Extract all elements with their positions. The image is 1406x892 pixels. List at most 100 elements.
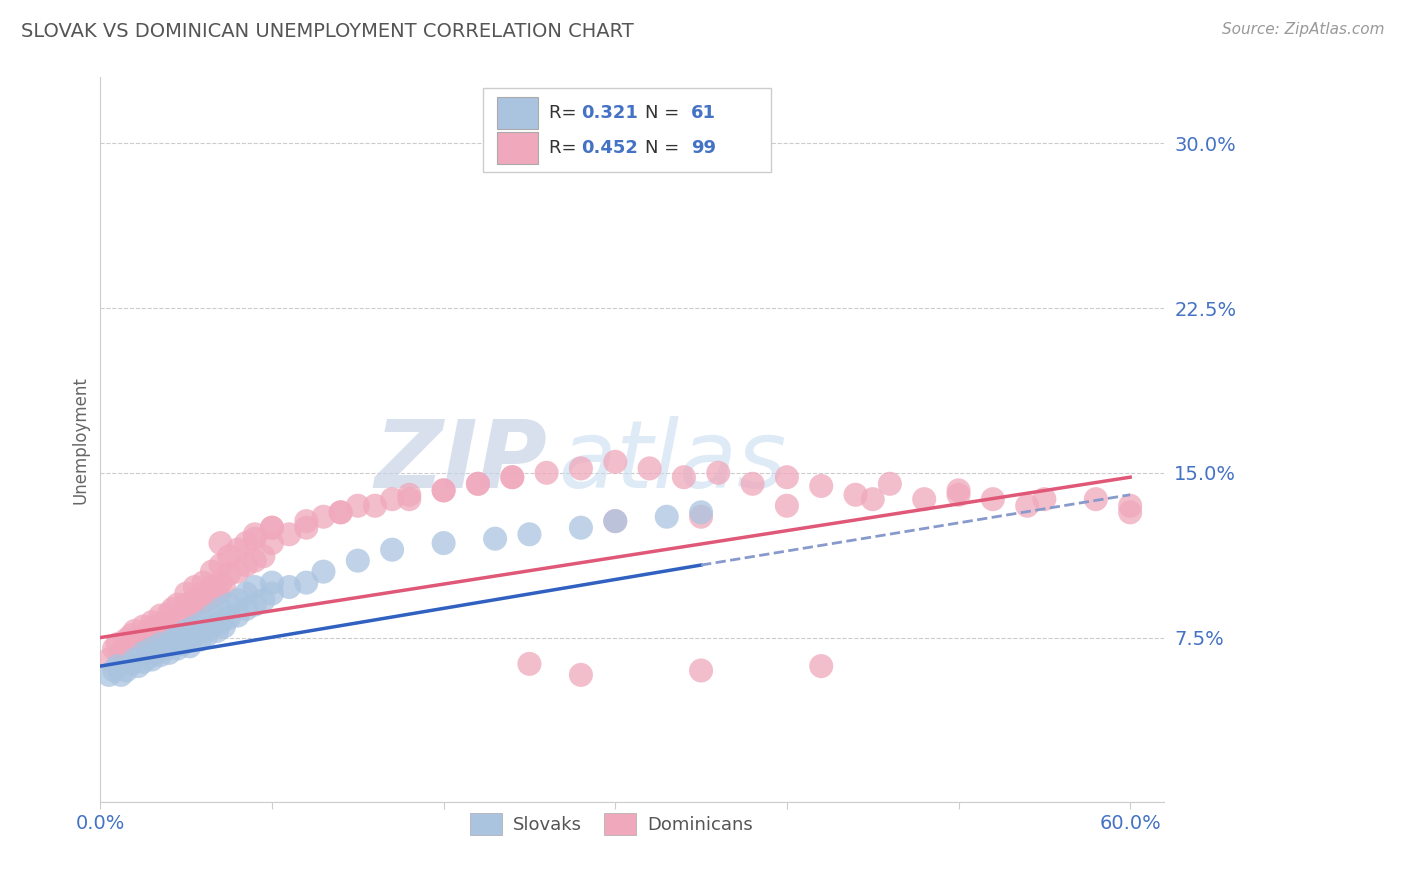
Text: Source: ZipAtlas.com: Source: ZipAtlas.com (1222, 22, 1385, 37)
Point (201, 619, 224, 633)
Point (110, 646, 132, 660)
Point (218, 549, 240, 564)
Point (381, 492, 404, 507)
Point (252, 549, 274, 564)
Point (519, 527, 541, 541)
Point (157, 607, 180, 621)
Point (149, 608, 172, 623)
Point (690, 664, 713, 678)
Point (157, 619, 180, 633)
Point (132, 619, 155, 633)
Point (174, 598, 197, 612)
Point (501, 470, 523, 484)
Point (205, 624, 228, 638)
Point (776, 499, 799, 513)
Point (260, 575, 283, 590)
Point (569, 668, 592, 682)
Point (1119, 499, 1142, 513)
Point (226, 542, 249, 557)
FancyBboxPatch shape (498, 97, 537, 129)
Point (174, 586, 197, 600)
Point (103, 641, 125, 656)
Text: R=: R= (550, 104, 582, 122)
Point (103, 664, 125, 678)
Point (138, 624, 160, 638)
Point (157, 637, 180, 651)
Point (120, 657, 142, 671)
Text: 99: 99 (690, 139, 716, 157)
Point (981, 492, 1004, 507)
Point (124, 652, 146, 666)
Text: R=: R= (550, 139, 582, 157)
Point (519, 657, 541, 671)
Point (212, 580, 235, 594)
Point (252, 593, 274, 607)
Point (243, 527, 266, 541)
Point (201, 580, 224, 594)
Point (226, 608, 249, 623)
Point (235, 586, 257, 600)
Point (127, 659, 149, 673)
Point (209, 615, 232, 629)
Y-axis label: Unemployment: Unemployment (72, 376, 89, 504)
Point (398, 488, 420, 502)
Point (295, 521, 318, 535)
Point (810, 479, 832, 493)
Text: N =: N = (645, 139, 679, 157)
Point (141, 641, 163, 656)
Point (312, 509, 335, 524)
Point (209, 602, 232, 616)
Point (569, 521, 592, 535)
Point (501, 470, 523, 484)
Point (329, 505, 352, 519)
Point (1119, 505, 1142, 519)
Point (433, 483, 456, 498)
Point (235, 602, 257, 616)
Point (209, 575, 232, 590)
Point (205, 586, 228, 600)
Point (226, 565, 249, 579)
Point (346, 499, 368, 513)
Point (141, 652, 163, 666)
Point (212, 619, 235, 633)
Point (149, 648, 172, 662)
Point (127, 632, 149, 647)
Point (115, 664, 138, 678)
Point (218, 598, 240, 612)
Point (141, 628, 163, 642)
Point (638, 461, 661, 475)
Point (569, 461, 592, 475)
Point (484, 532, 506, 546)
Point (155, 641, 177, 656)
Point (226, 593, 249, 607)
Point (120, 628, 142, 642)
Point (398, 492, 420, 507)
Point (243, 580, 266, 594)
FancyBboxPatch shape (484, 88, 770, 171)
Text: SLOVAK VS DOMINICAN UNEMPLOYMENT CORRELATION CHART: SLOVAK VS DOMINICAN UNEMPLOYMENT CORRELA… (21, 22, 634, 41)
Point (260, 521, 283, 535)
Point (218, 566, 240, 581)
Point (312, 565, 335, 579)
Point (243, 598, 266, 612)
Point (132, 631, 155, 645)
Point (193, 575, 215, 590)
Point (184, 593, 207, 607)
Point (1033, 492, 1056, 507)
Point (690, 505, 713, 519)
Point (166, 613, 188, 627)
Point (605, 514, 627, 528)
Point (1017, 499, 1039, 513)
Point (184, 580, 207, 594)
Point (260, 536, 283, 550)
Point (193, 624, 215, 638)
Point (107, 659, 129, 673)
Point (162, 602, 184, 616)
Point (143, 646, 166, 660)
Point (174, 632, 197, 647)
Point (149, 622, 172, 636)
Text: 0.452: 0.452 (581, 139, 638, 157)
Point (155, 615, 177, 629)
Point (862, 492, 884, 507)
Point (707, 466, 730, 480)
